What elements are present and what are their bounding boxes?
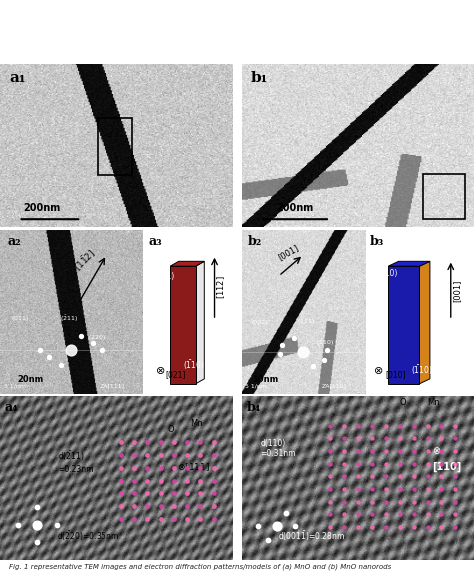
Text: $\otimes$: $\otimes$ <box>373 365 383 376</box>
Point <box>0 393 5 402</box>
Text: [1$\bar{1}$2]: [1$\bar{1}$2] <box>72 247 99 274</box>
Text: $\otimes$: $\otimes$ <box>155 365 165 376</box>
Point <box>239 393 247 402</box>
Point <box>0 393 5 402</box>
Point <box>239 392 246 402</box>
Point <box>239 393 246 402</box>
Text: Mn: Mn <box>428 398 440 406</box>
Point <box>0 393 5 402</box>
Point <box>0 393 5 402</box>
Point <box>0 392 5 402</box>
Point <box>0 392 5 402</box>
Point <box>239 393 246 402</box>
Point <box>239 392 246 402</box>
Point <box>239 392 246 402</box>
Text: 200nm: 200nm <box>276 203 314 213</box>
Point <box>239 393 246 402</box>
Point <box>239 392 246 402</box>
Point <box>239 393 247 402</box>
Point <box>239 393 246 402</box>
Point <box>239 393 246 402</box>
Point <box>239 393 247 402</box>
Point <box>239 392 246 402</box>
Point <box>239 392 246 402</box>
Polygon shape <box>170 261 204 266</box>
Point <box>239 393 247 402</box>
Text: d(001$\bar{1}$)=0.28nm: d(001$\bar{1}$)=0.28nm <box>278 529 345 543</box>
Point <box>0 393 5 402</box>
Point <box>239 392 246 402</box>
Point <box>239 393 246 402</box>
Text: a₁: a₁ <box>9 71 26 85</box>
Point <box>239 392 247 402</box>
Text: b₂: b₂ <box>248 235 262 248</box>
Point <box>239 393 246 402</box>
Text: Mn: Mn <box>191 419 203 428</box>
Point <box>239 392 247 402</box>
Bar <box>423 174 465 219</box>
Point <box>239 393 246 402</box>
Point <box>239 393 246 402</box>
Point <box>239 392 247 402</box>
Text: [010]: [010] <box>385 370 406 379</box>
Point <box>239 393 246 402</box>
Point <box>239 392 246 402</box>
Point <box>239 392 247 402</box>
Point <box>239 393 247 402</box>
Point <box>0 392 5 402</box>
Point <box>239 393 247 402</box>
Point <box>0 392 5 402</box>
Polygon shape <box>170 266 196 384</box>
Text: d($\bar{2}$11)
=0.23nm: d($\bar{2}$11) =0.23nm <box>58 449 93 474</box>
Text: ($\bar{1}$10): ($\bar{1}$10) <box>411 363 433 377</box>
Point <box>0 393 5 402</box>
Bar <box>98 118 132 175</box>
Polygon shape <box>196 261 204 384</box>
Point <box>0 392 5 402</box>
Point <box>0 392 5 402</box>
Point <box>239 393 247 402</box>
Text: ($\bar{1}$10): ($\bar{1}$10) <box>183 359 205 372</box>
Point <box>239 392 247 402</box>
Point <box>239 392 247 402</box>
Polygon shape <box>388 266 419 384</box>
Text: (111): (111) <box>155 272 175 281</box>
Point <box>0 392 5 402</box>
Point <box>239 392 246 402</box>
Text: $\otimes$: $\otimes$ <box>432 445 441 455</box>
Text: [001]: [001] <box>453 279 462 302</box>
Point <box>239 393 246 402</box>
Text: b₃: b₃ <box>369 235 383 248</box>
Point <box>0 393 5 402</box>
Point <box>0 392 5 402</box>
Point <box>239 393 246 402</box>
Point <box>239 393 246 402</box>
Point <box>0 393 5 402</box>
Point <box>239 392 246 402</box>
Point <box>239 393 246 402</box>
Point <box>239 392 246 402</box>
Point <box>239 393 247 402</box>
Point <box>0 392 5 402</box>
Point <box>0 393 5 402</box>
Point <box>0 392 5 402</box>
Point <box>0 392 5 402</box>
Point <box>0 393 5 402</box>
Text: [1$\overline{1}$2]: [1$\overline{1}$2] <box>213 276 227 299</box>
Point <box>0 393 5 402</box>
Point <box>0 393 5 402</box>
Text: (110): (110) <box>378 269 398 278</box>
Point <box>0 392 5 402</box>
Point <box>0 393 5 402</box>
Point <box>239 392 247 402</box>
Point <box>0 393 5 402</box>
Point <box>239 392 246 402</box>
Point <box>0 392 5 402</box>
Point <box>239 393 247 402</box>
Point <box>239 393 246 402</box>
Polygon shape <box>419 261 430 384</box>
Point <box>239 392 247 402</box>
Point <box>0 393 5 402</box>
Point <box>239 393 247 402</box>
Point <box>239 393 246 402</box>
